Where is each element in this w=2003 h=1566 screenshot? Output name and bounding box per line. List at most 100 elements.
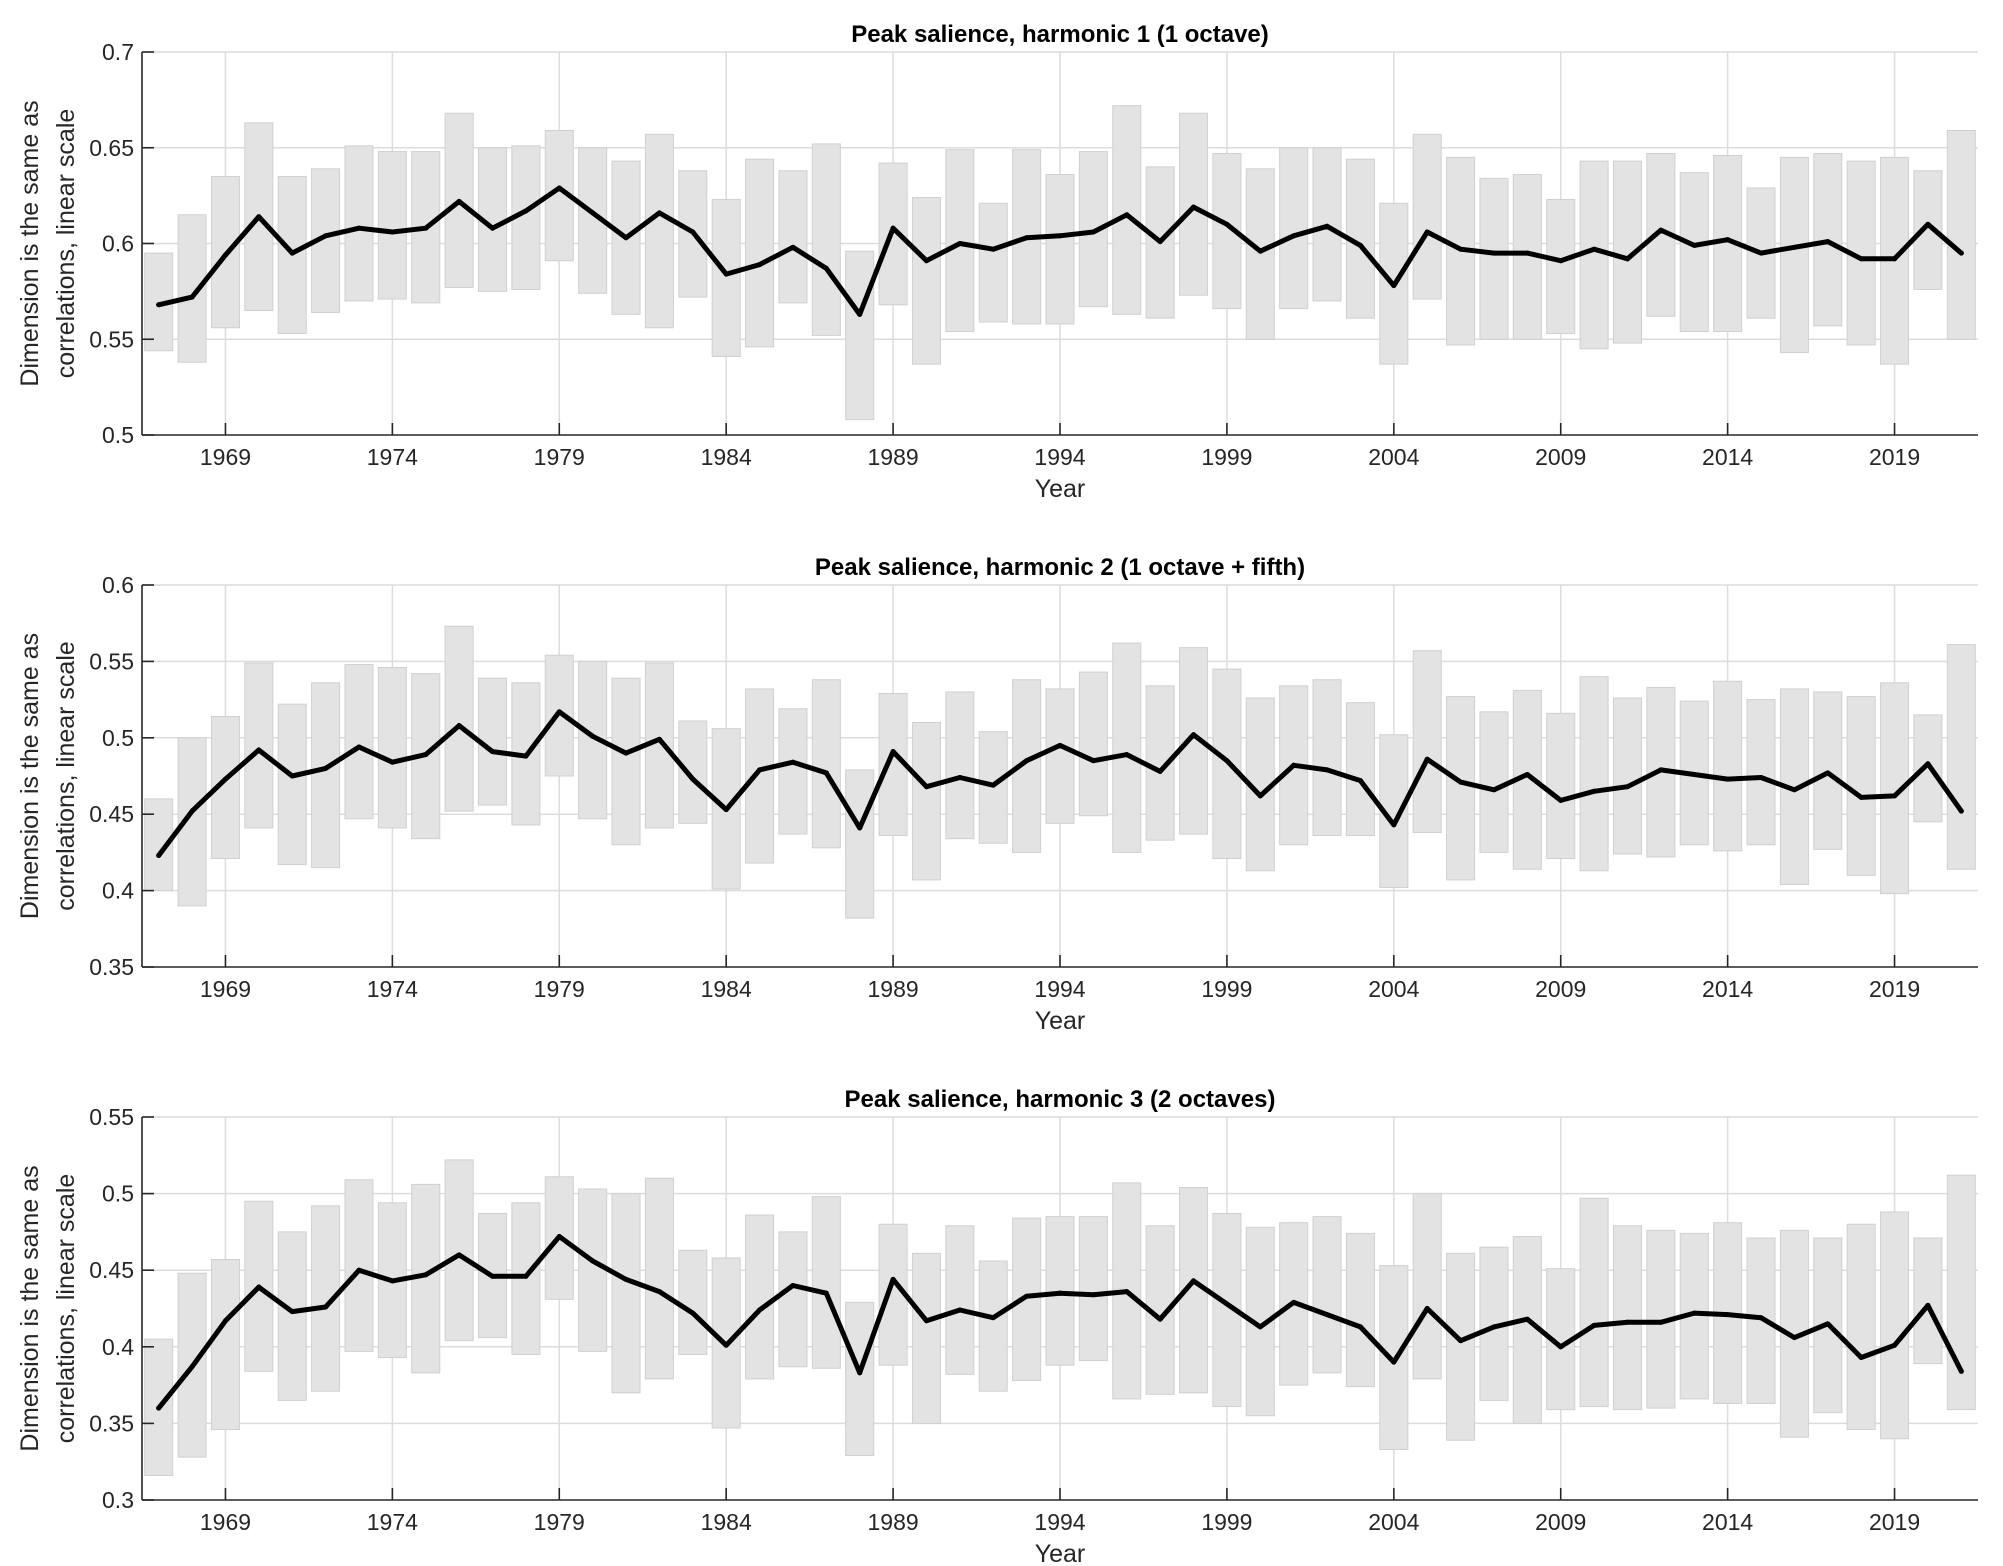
data-point <box>1257 248 1263 254</box>
range-bar <box>845 1301 875 1457</box>
data-point <box>456 198 462 204</box>
range-bar <box>1880 1211 1910 1440</box>
y-axis-label-line2: correlations, linear scale <box>52 1174 80 1444</box>
data-point <box>1090 1292 1096 1298</box>
x-tick-label: 1999 <box>1201 444 1252 470</box>
data-point <box>857 825 863 831</box>
range-bar <box>1946 1174 1976 1411</box>
range-bar <box>611 677 641 846</box>
data-point <box>1191 732 1197 738</box>
data-point <box>1357 242 1363 248</box>
range-bar <box>678 720 708 824</box>
range-bar <box>811 679 841 849</box>
data-point <box>556 709 562 715</box>
data-point <box>1157 239 1163 245</box>
data-point <box>1958 1368 1964 1374</box>
x-tick-label: 1974 <box>367 444 418 470</box>
data-point <box>890 1276 896 1282</box>
data-point <box>890 225 896 231</box>
data-point <box>1624 784 1630 790</box>
data-point <box>723 1342 729 1348</box>
data-point <box>423 225 429 231</box>
data-point <box>790 759 796 765</box>
range-bar <box>444 625 474 812</box>
data-point <box>1858 1355 1864 1361</box>
data-point <box>323 233 329 239</box>
data-point <box>690 776 696 782</box>
y-tick-label: 0.6 <box>102 231 134 257</box>
data-point <box>1391 822 1397 828</box>
range-bar <box>377 151 407 300</box>
data-point <box>1925 1302 1931 1308</box>
data-point <box>1124 1289 1130 1295</box>
data-point <box>1458 1338 1464 1344</box>
x-tick-label: 2019 <box>1869 1509 1920 1535</box>
data-point <box>1958 250 1964 256</box>
y-tick-label: 0.3 <box>102 1487 134 1513</box>
data-point <box>456 723 462 729</box>
range-bar <box>945 1225 975 1375</box>
data-point <box>389 1278 395 1284</box>
range-bar <box>1612 1225 1643 1411</box>
data-point <box>857 311 863 317</box>
data-point <box>1725 237 1731 243</box>
range-bar <box>344 663 374 820</box>
x-axis-label: Year <box>1035 1540 1086 1566</box>
range-bar <box>344 145 374 302</box>
data-point <box>923 258 929 264</box>
y-tick-label: 0.5 <box>102 725 134 751</box>
data-point <box>1892 256 1898 262</box>
data-point <box>1057 1290 1063 1296</box>
x-tick-label: 1984 <box>701 444 752 470</box>
range-bar <box>1846 696 1876 876</box>
data-point <box>1257 793 1263 799</box>
y-tick-label: 0.55 <box>89 1104 134 1130</box>
range-bar <box>745 688 775 864</box>
x-tick-label: 2019 <box>1869 444 1920 470</box>
range-bar <box>745 1214 775 1380</box>
data-point <box>656 210 662 216</box>
range-bar <box>444 1159 474 1342</box>
data-point <box>1624 256 1630 262</box>
y-tick-label: 0.4 <box>102 1334 134 1360</box>
x-axis-label: Year <box>1035 475 1086 503</box>
x-tick-label: 1994 <box>1034 976 1085 1002</box>
data-point <box>1090 229 1096 235</box>
range-bar <box>1746 699 1776 846</box>
range-bar <box>1078 1216 1108 1362</box>
data-point <box>1324 767 1330 773</box>
range-bar <box>311 682 341 869</box>
data-point <box>356 225 362 231</box>
data-point <box>990 1315 996 1321</box>
data-point <box>1291 233 1297 239</box>
y-axis-label-line1: Dimension is the same as <box>16 100 44 386</box>
data-point <box>1658 767 1664 773</box>
x-tick-label: 1974 <box>367 1509 418 1535</box>
data-point <box>156 852 162 858</box>
data-point <box>656 736 662 742</box>
data-point <box>1758 1315 1764 1321</box>
range-bar <box>1345 1232 1375 1388</box>
range-bar <box>1045 688 1075 824</box>
range-bar <box>911 197 941 365</box>
x-tick-label: 1969 <box>200 1509 251 1535</box>
data-point <box>222 252 228 258</box>
data-point <box>1691 1310 1697 1316</box>
range-bar <box>1612 697 1643 855</box>
x-tick-label: 2004 <box>1368 444 1419 470</box>
data-point <box>1424 756 1430 762</box>
data-point <box>423 1272 429 1278</box>
data-point <box>1291 762 1297 768</box>
x-tick-label: 1984 <box>701 976 752 1002</box>
range-bar <box>1679 172 1709 333</box>
range-bar <box>1112 105 1142 315</box>
data-point <box>1191 1278 1197 1284</box>
x-tick-label: 2009 <box>1535 1509 1586 1535</box>
data-point <box>156 1405 162 1411</box>
x-tick-label: 2009 <box>1535 976 1586 1002</box>
x-tick-label: 1999 <box>1201 976 1252 1002</box>
data-point <box>323 765 329 771</box>
data-point <box>1524 771 1530 777</box>
x-tick-label: 1994 <box>1034 444 1085 470</box>
data-point <box>1558 1344 1564 1350</box>
